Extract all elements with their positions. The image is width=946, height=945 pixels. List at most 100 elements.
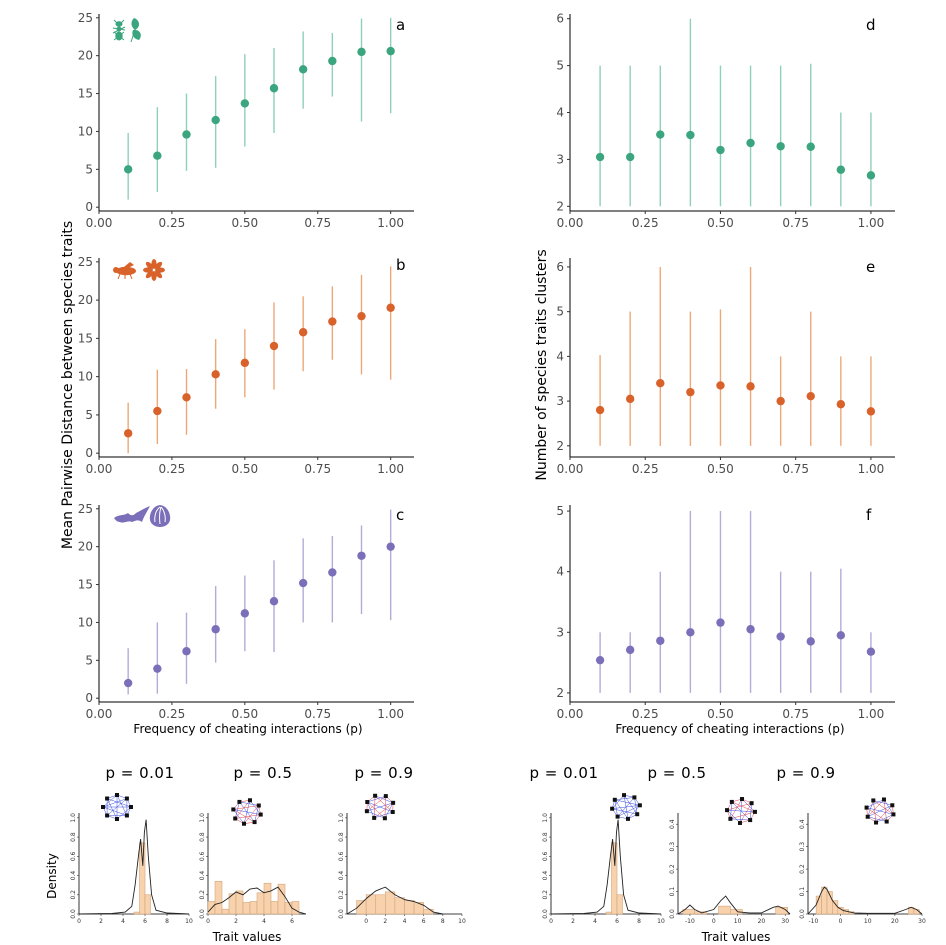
histogram-right-5: p = 0.5 0.0 0.1 0.2 0.3 0.4 -10 0 10 20 30 [648, 764, 791, 925]
histogram-title: p = 0.9 [355, 764, 414, 782]
network-node [237, 799, 242, 804]
network-node [748, 818, 753, 823]
x-tick-label: 0.25 [159, 707, 186, 721]
y-tick-label: 10 [78, 370, 93, 384]
y-tick-label: 10 [78, 124, 93, 138]
y-tick-label: 1.0 [338, 813, 345, 823]
data-point [211, 370, 220, 379]
histogram-bar [775, 906, 788, 915]
panel-c: 0 5 10 15 20 25 0.00 0.25 0.50 0.75 1.00 c [78, 502, 414, 721]
x-tick-label: 30 [781, 918, 789, 925]
y-tick-label: 0.6 [542, 851, 549, 861]
histogram-bar [263, 882, 272, 915]
y-tick-label: 5 [85, 408, 93, 422]
data-point [328, 568, 337, 577]
data-point [746, 382, 755, 391]
network-icon [864, 797, 896, 825]
x-tick-label: 0.50 [707, 707, 734, 721]
network-node [864, 805, 869, 810]
data-point [357, 311, 366, 321]
y-tick-label: 0.1 [669, 887, 676, 897]
network-edge [233, 809, 245, 824]
y-tick-label: 0.2 [799, 864, 806, 874]
data-point [625, 645, 635, 655]
network-node [881, 797, 886, 802]
y-tick-label: 0.8 [338, 832, 345, 842]
data-point [386, 303, 395, 312]
x-tick-label: 0.25 [632, 707, 659, 721]
x-tick-label: 0.25 [632, 216, 659, 230]
data-point [836, 631, 846, 640]
histogram-title: p = 0.01 [105, 764, 174, 782]
x-tick-label: 1.00 [377, 462, 404, 476]
network-node [729, 799, 734, 804]
data-point [211, 115, 220, 125]
data-point [716, 381, 725, 390]
x-tick-label: 0 [77, 918, 81, 925]
network-node [105, 813, 110, 818]
y-tick-label: 0.3 [669, 842, 676, 852]
network-edge [367, 801, 386, 819]
network-node [383, 794, 388, 799]
histogram-title: p = 0.5 [648, 764, 707, 782]
y-tick-label: 20 [78, 49, 93, 63]
network-edge [873, 800, 877, 823]
data-point [123, 165, 133, 174]
network-edge [726, 809, 741, 824]
trait-axis-title-left: Trait values [212, 930, 282, 944]
network-edge [730, 818, 751, 821]
data-point [866, 407, 876, 416]
y-tick-label: 0.3 [799, 842, 806, 852]
x-tick-label: 0 [206, 918, 210, 925]
x-tick-label: 10 [734, 918, 742, 925]
panel-a: 0 5 10 15 20 25 0.00 0.25 0.50 0.75 1.00 a [78, 11, 414, 230]
x-tick-label: 0.50 [707, 216, 734, 230]
histogram-bar [249, 901, 258, 915]
network-node [382, 816, 387, 821]
data-point [776, 396, 785, 406]
histogram-bar [605, 911, 612, 915]
data-point [123, 678, 133, 688]
y-tick-label: 0.0 [542, 909, 549, 919]
x-tick-label: 0 [839, 918, 843, 925]
x-tick-label: 0.00 [557, 216, 584, 230]
network-edge [614, 799, 618, 817]
data-point [776, 632, 785, 641]
network-glyphs [101, 793, 896, 826]
network-node [865, 814, 870, 819]
network-edge [611, 794, 625, 809]
histogram-left-3: p = 0.9 0.0 0.2 0.4 0.6 0.8 1.0 0 2 4 6 8 10 [338, 764, 466, 925]
histogram-bar [385, 891, 396, 915]
y-tick-label: 15 [78, 87, 93, 101]
network-edge [235, 814, 261, 819]
x-tick-label: 0.00 [557, 707, 584, 721]
network-edge [116, 794, 128, 816]
network-node [752, 809, 757, 814]
y-tick-label: 0.4 [338, 871, 345, 881]
panel-d: 2 3 4 5 6 0.00 0.25 0.50 0.75 1.00 d [556, 12, 895, 230]
data-point [866, 647, 876, 656]
y-tick-label: 1.0 [70, 813, 77, 823]
histogram-bar [375, 894, 386, 915]
network-icon [610, 793, 642, 821]
histogram-bar [616, 894, 623, 915]
density-curve [78, 819, 190, 915]
data-point [298, 578, 308, 588]
data-point [240, 609, 250, 618]
data-point [686, 387, 695, 397]
x-tick-label: 0 [712, 918, 716, 925]
y-tick-label: 5 [556, 504, 564, 518]
density-curve [677, 895, 791, 915]
network-edge [366, 810, 385, 819]
panel-label: d [866, 16, 876, 34]
ant-icon [112, 19, 126, 41]
x-tick-label: 1.00 [377, 216, 404, 230]
x-tick-label: 6 [615, 918, 619, 925]
data-point [386, 46, 395, 56]
network-node [625, 816, 630, 821]
data-point [153, 406, 162, 416]
y-tick-label: 0 [85, 200, 93, 214]
y-tick-label: 0.4 [542, 871, 549, 881]
network-edge [873, 800, 894, 815]
histogram-bar [214, 880, 223, 915]
